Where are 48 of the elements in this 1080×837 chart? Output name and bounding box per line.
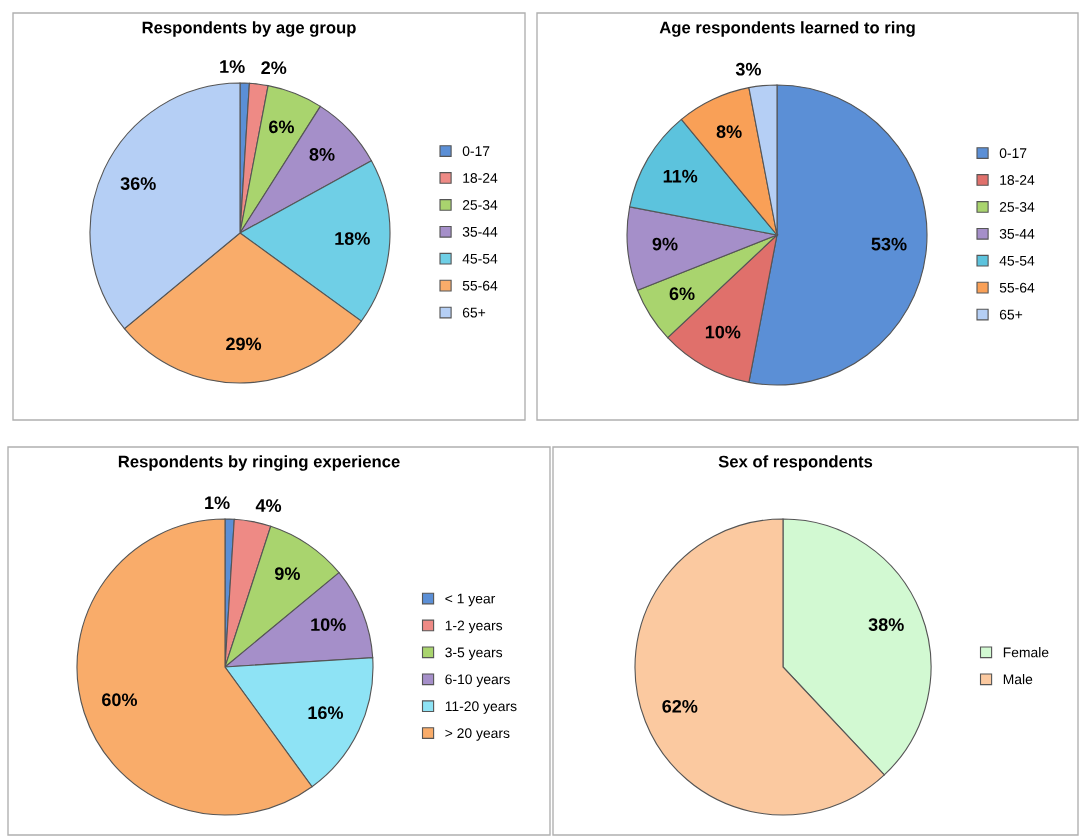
legend-label: 0-17 — [999, 148, 1027, 159]
data-label: 9% — [652, 237, 678, 251]
legend-label: 35-44 — [999, 228, 1035, 239]
legend-label: 11-20 years — [445, 701, 517, 714]
chart-title: Sex of respondents — [718, 455, 873, 471]
legend-label: 45-54 — [462, 253, 498, 264]
legend-label: 55-64 — [462, 280, 498, 291]
legend-label: 18-24 — [1000, 175, 1035, 185]
data-label: 1% — [205, 496, 230, 510]
legend-label: 65+ — [462, 307, 486, 318]
legend-label: > 20 years — [445, 728, 510, 741]
legend-label: Female — [1003, 647, 1049, 658]
legend-label: 1-2 years — [445, 620, 503, 634]
legend-label: 3-5 years — [445, 647, 503, 661]
legend-label: 25-34 — [999, 202, 1035, 212]
data-label: 53% — [871, 237, 907, 251]
data-label: 36% — [120, 177, 156, 190]
data-label: 4% — [255, 499, 282, 512]
data-label: 60% — [102, 693, 138, 707]
chart-title: Respondents by ringing experience — [118, 455, 400, 471]
data-label: 16% — [308, 706, 344, 720]
legend-label: 45-54 — [999, 255, 1035, 266]
legend-label: Male — [1003, 674, 1033, 685]
data-label: 2% — [261, 61, 287, 75]
data-label: 6% — [269, 120, 294, 134]
legend-label: 18-24 — [463, 173, 498, 183]
data-label: 38% — [868, 618, 904, 632]
data-label: 9% — [274, 567, 300, 581]
data-label: 10% — [705, 325, 741, 339]
data-label: 18% — [335, 232, 370, 245]
legend-label: 0-17 — [462, 146, 490, 157]
legend-label: 55-64 — [999, 282, 1035, 293]
legend-label: 35-44 — [462, 226, 498, 237]
data-label: 1% — [220, 60, 245, 73]
data-label: 3% — [735, 62, 761, 76]
data-label: 8% — [309, 148, 335, 161]
data-label: 29% — [226, 337, 262, 351]
legend-label: 25-34 — [462, 200, 498, 210]
chart-title: Respondents by age group — [142, 21, 356, 37]
data-label: 62% — [662, 699, 698, 713]
chart-title: Age respondents learned to ring — [659, 21, 915, 37]
data-label: 11% — [663, 169, 698, 183]
legend-label: 6-10 years — [445, 674, 510, 687]
legend-label: 65+ — [999, 309, 1023, 320]
data-label: 10% — [311, 618, 346, 631]
data-label: 8% — [716, 125, 742, 139]
legend-label: < 1 year — [445, 593, 496, 607]
data-label: 6% — [669, 287, 695, 301]
